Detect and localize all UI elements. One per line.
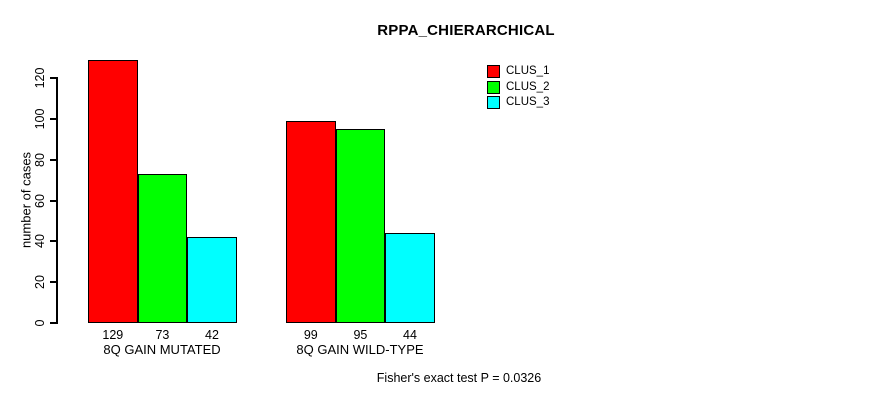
legend-label-clus-3: CLUS_3 (506, 96, 550, 108)
y-axis-tick (50, 77, 57, 79)
y-axis-tick (50, 199, 57, 202)
chart-title: RPPA_CHIERARCHICAL (377, 22, 555, 39)
legend-item-clus-2: CLUS_2 (487, 80, 549, 96)
legend-swatch-clus-3 (487, 96, 500, 110)
legend-label-clus-2: CLUS_2 (506, 80, 550, 93)
legend-swatch-clus-1 (487, 65, 500, 79)
y-axis-tick (50, 158, 57, 161)
bar-clus-2-group2 (335, 129, 386, 323)
y-axis-tick-label: 80 (33, 152, 47, 167)
x-category-label-mutated: 8Q GAIN MUTATED (103, 342, 221, 357)
bar-clus-3-group1 (187, 237, 237, 323)
fishers-test-annotation: Fisher's exact test P = 0.0326 (376, 371, 542, 385)
bar-clus-1-group1 (88, 59, 138, 323)
y-axis-title: number of cases (18, 151, 34, 249)
legend-item-clus-3: CLUS_3 (487, 95, 549, 111)
y-axis-tick (50, 281, 57, 284)
y-axis-tick (50, 240, 57, 243)
bar-value-label: 129 (102, 327, 124, 342)
x-category-label-wild-type: 8Q GAIN WILD-TYPE (296, 342, 424, 357)
y-axis-tick-label: 100 (33, 108, 47, 130)
bar-clus-1-group2 (286, 120, 336, 323)
y-axis-line (56, 77, 58, 324)
bar-clus-3-group2 (385, 233, 435, 323)
y-axis-tick-label: 40 (33, 234, 47, 249)
y-axis-tick (50, 322, 57, 324)
legend: CLUS_1 CLUS_2 CLUS_3 (487, 64, 549, 111)
y-axis-tick-label: 0 (33, 319, 47, 327)
bar-clus-2-group1 (137, 173, 188, 323)
bar-value-label: 99 (303, 327, 318, 342)
y-axis-tick-label: 20 (33, 275, 47, 290)
bar-value-label: 44 (403, 327, 417, 342)
y-axis-tick-label: 120 (33, 67, 47, 89)
legend-label-clus-1: CLUS_1 (506, 65, 550, 77)
bar-value-label: 42 (205, 327, 219, 342)
bar-value-label: 73 (155, 327, 170, 342)
legend-item-clus-1: CLUS_1 (487, 64, 549, 80)
bar-value-label: 95 (353, 327, 368, 342)
y-axis-tick (50, 117, 57, 120)
legend-swatch-clus-2 (487, 80, 500, 94)
y-axis-tick-label: 60 (33, 193, 47, 208)
